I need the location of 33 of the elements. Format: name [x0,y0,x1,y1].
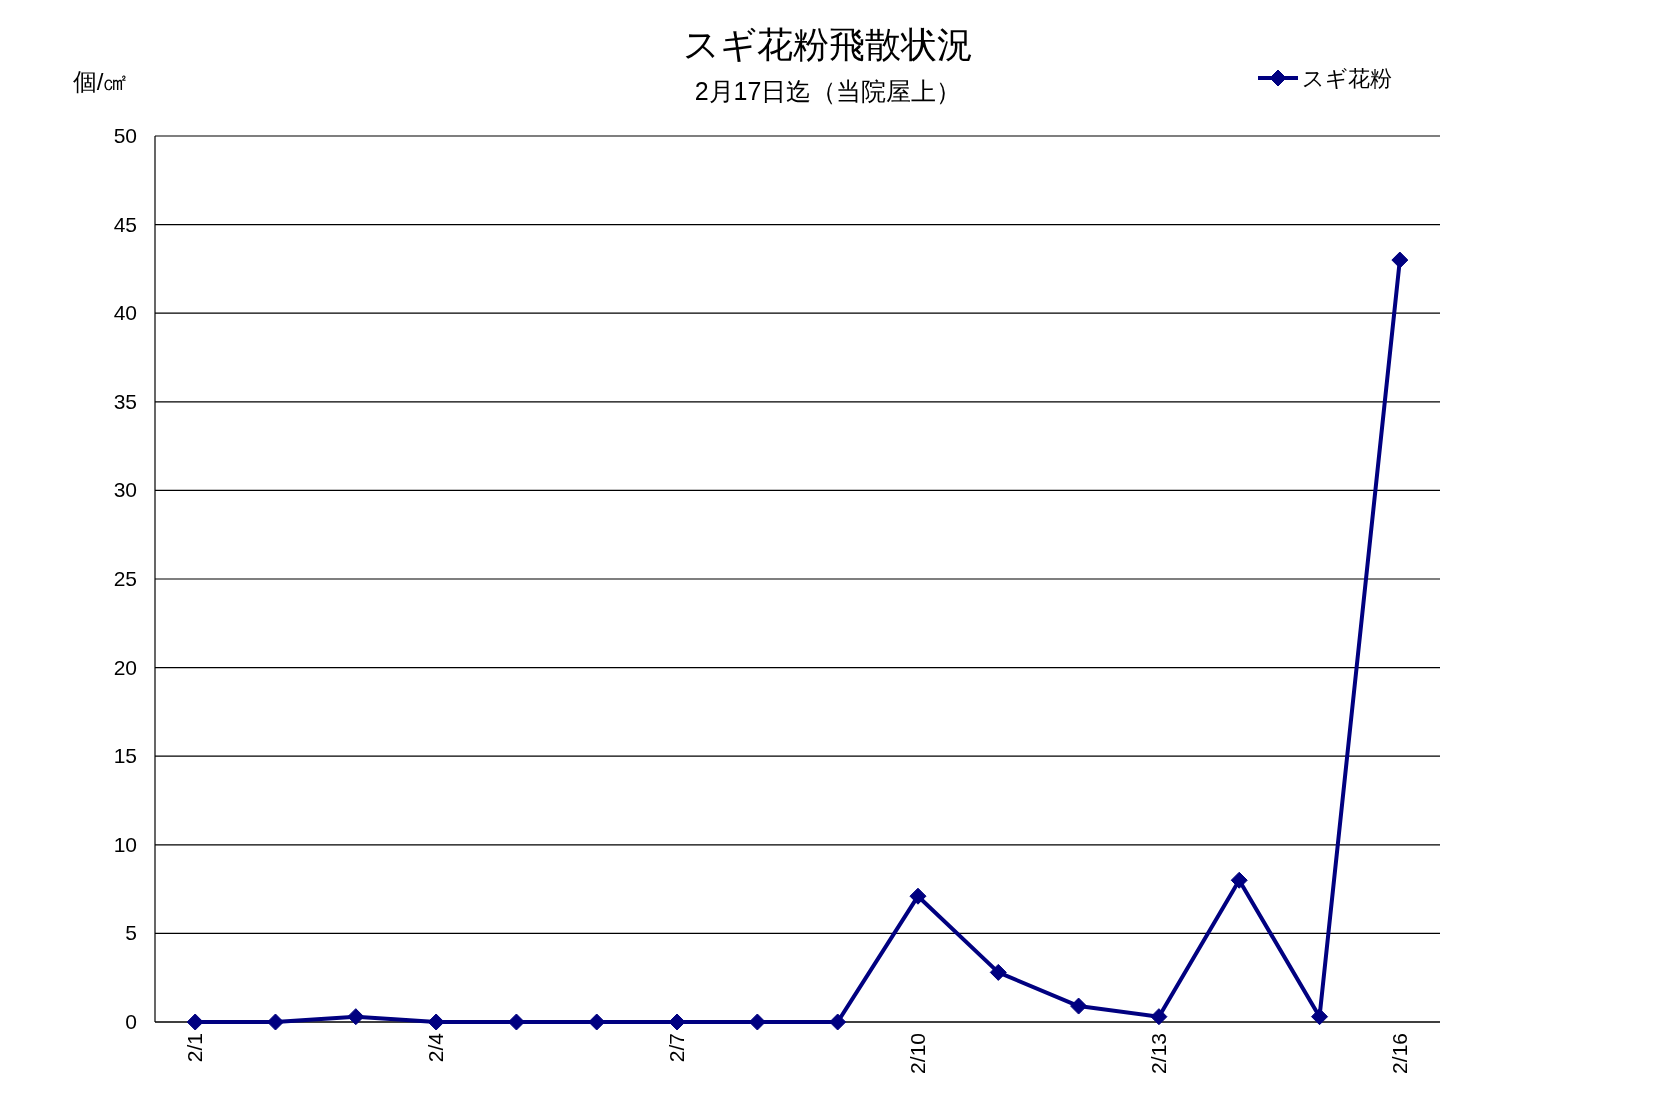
point [909,887,927,905]
y-tick-label: 50 [113,124,137,147]
x-tick-label: 2/1 [183,1033,207,1063]
x-tick-label: 2/13 [1146,1033,1170,1074]
chart-subtitle: 2月17日迄（当院屋上） [694,77,962,105]
legend: スギ花粉 [1258,66,1392,91]
y-tick-label: 25 [113,567,137,590]
point [1391,251,1409,269]
y-tick-label: 0 [125,1010,137,1033]
point [186,1013,204,1031]
point [1230,871,1248,889]
point [427,1013,445,1031]
x-tick-label: 2/10 [905,1033,929,1074]
x-tick-label: 2/16 [1387,1033,1411,1074]
point [829,1013,847,1031]
y-tick-label: 15 [113,744,137,768]
point [1070,997,1088,1015]
chart-title: スギ花粉飛散状況 [683,24,973,65]
point [347,1008,365,1026]
y-tick-label: 5 [125,921,137,945]
point [989,963,1007,981]
point [1150,1008,1168,1026]
y-axis-title: 個/㎠ [72,68,128,95]
y-tick-label: 30 [113,478,137,502]
y-tick-label: 40 [113,301,137,325]
y-tick-label: 35 [113,389,137,413]
legend-label: スギ花粉 [1302,66,1392,91]
y-tick-label: 20 [113,655,137,679]
x-tick-label: 2/4 [424,1032,448,1063]
point [1311,1008,1329,1026]
x-tick-label: 2/7 [665,1033,689,1063]
y-tick-label: 45 [113,212,137,236]
y-tick-label: 10 [113,832,137,856]
